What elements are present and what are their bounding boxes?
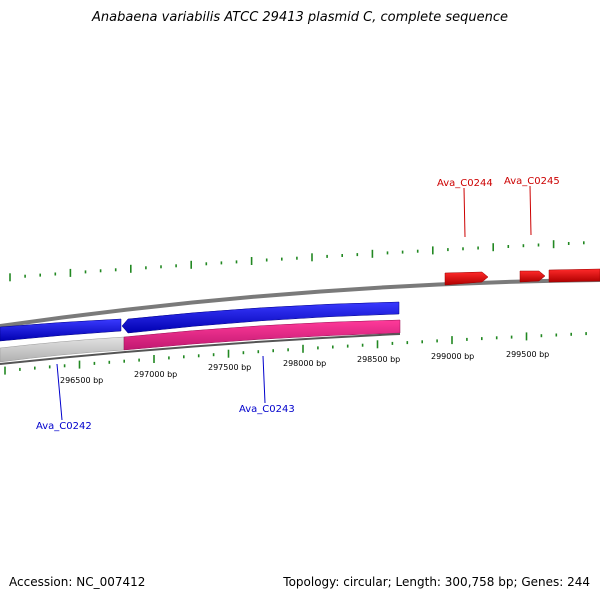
gene-label-ava-c0244[interactable]: Ava_C0244 — [437, 178, 493, 189]
leader-line-ava-c0242 — [56, 363, 63, 421]
scale-tick-label-299000: 299000 bp — [431, 352, 474, 361]
gene-label-ava-c0245[interactable]: Ava_C0245 — [504, 176, 560, 187]
gene-label-ava-c0242[interactable]: Ava_C0242 — [36, 421, 92, 432]
scale-tick-label-299500: 299500 bp — [506, 350, 549, 359]
gene-arrow-next[interactable] — [548, 268, 600, 283]
leader-line-ava-c0245 — [529, 185, 532, 236]
scale-tick-label-298000: 298000 bp — [283, 359, 326, 368]
gene-arrow-ava-c0244[interactable] — [444, 271, 489, 286]
inner-tick-row — [4, 332, 587, 375]
accession-label: Accession: NC_007412 — [9, 575, 146, 589]
leader-line-ava-c0244 — [463, 187, 466, 238]
leader-line-ava-c0243 — [262, 355, 266, 404]
gene-arrow-ava-c0243[interactable] — [121, 301, 400, 334]
gene-label-ava-c0243[interactable]: Ava_C0243 — [239, 404, 295, 415]
scale-tick-label-297500: 297500 bp — [208, 363, 251, 372]
cds-bar-pink — [123, 319, 401, 351]
map-title: Anabaena variabilis ATCC 29413 plasmid C… — [92, 10, 508, 25]
scale-tick-label-296500: 296500 bp — [60, 376, 103, 385]
scale-tick-label-297000: 297000 bp — [134, 370, 177, 379]
gene-arrow-ava-c0245[interactable] — [519, 270, 546, 283]
backbone-outer-line — [0, 278, 600, 328]
outer-tick-row — [9, 240, 585, 282]
gene-arrow-ava-c0242[interactable] — [0, 318, 122, 342]
topology-summary: Topology: circular; Length: 300,758 bp; … — [283, 575, 590, 589]
backbone-inner-line — [0, 333, 401, 365]
scale-tick-label-298500: 298500 bp — [357, 355, 400, 364]
